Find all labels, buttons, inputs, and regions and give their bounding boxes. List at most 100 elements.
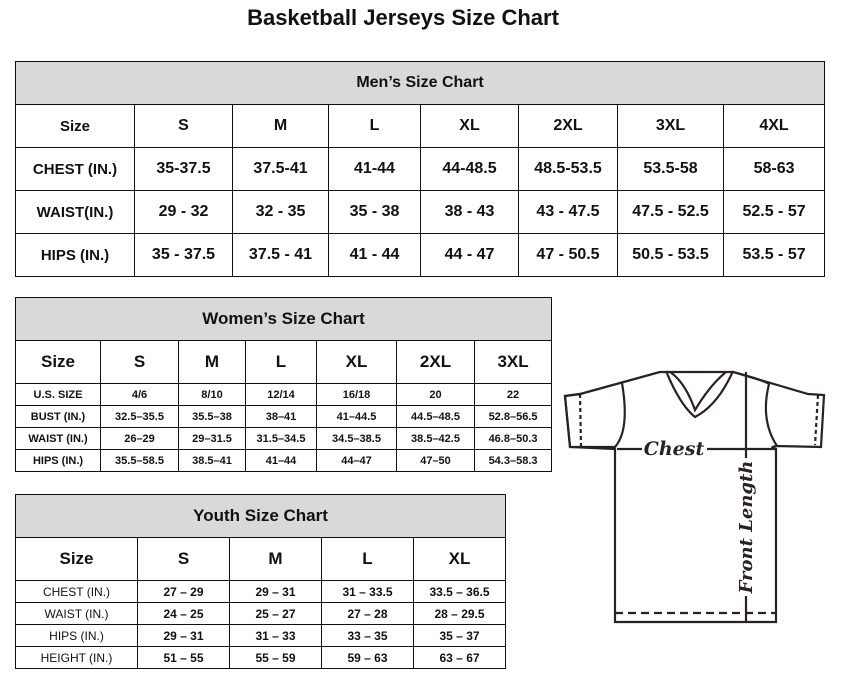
table-cell: M bbox=[178, 340, 246, 384]
womens-table-title: Women’s Size Chart bbox=[14, 297, 553, 341]
table-row: HIPS (IN.) 35.5–58.5 38.5–41 41–44 44–47 47–5… bbox=[15, 449, 553, 472]
table-cell: 31 – 33.5 bbox=[321, 580, 414, 603]
table-cell: XL bbox=[412, 537, 507, 581]
table-cell: 35 - 37.5 bbox=[134, 233, 233, 277]
womens-size-table: Women’s Size Chart Size S M L XL 2XL 3XL U.S. S… bbox=[14, 297, 553, 472]
table-cell: 54.3–58.3 bbox=[473, 449, 553, 472]
table-row: HIPS (IN.) 35 - 37.5 37.5 - 41 41 - 44 44 - … bbox=[15, 233, 826, 277]
table-cell: 35.5–38 bbox=[178, 405, 246, 428]
table-cell: 41-44 bbox=[328, 147, 421, 191]
table-cell: 37.5-41 bbox=[232, 147, 329, 191]
table-cell: 46.8–50.3 bbox=[473, 427, 553, 450]
table-row: WAIST (IN.) 26–29 29–31.5 31.5–34.5 34.5–38.… bbox=[15, 427, 553, 450]
row-label: U.S. SIZE bbox=[15, 383, 101, 406]
table-cell: 44-48.5 bbox=[420, 147, 519, 191]
table-row: WAIST (IN.) 24 – 25 25 – 27 27 – 28 28 – 29.… bbox=[15, 602, 507, 625]
table-cell: 4XL bbox=[722, 104, 826, 148]
table-cell: 35 – 37 bbox=[412, 624, 507, 647]
table-cell: 29 - 32 bbox=[134, 190, 233, 234]
table-cell: 8/10 bbox=[178, 383, 246, 406]
table-cell: 32 - 35 bbox=[232, 190, 329, 234]
table-cell: 3XL bbox=[617, 104, 724, 148]
table-cell: 44.5–48.5 bbox=[396, 405, 475, 428]
table-cell: 16/18 bbox=[316, 383, 397, 406]
table-cell: 44 - 47 bbox=[420, 233, 519, 277]
table-cell: 24 – 25 bbox=[137, 602, 230, 625]
table-cell: 35.5–58.5 bbox=[100, 449, 179, 472]
table-cell: 58-63 bbox=[722, 147, 826, 191]
page-title: Basketball Jerseys Size Chart bbox=[247, 5, 559, 30]
size-header-row: Size S M L XL 2XL 3XL bbox=[15, 340, 553, 384]
table-row: HIPS (IN.) 29 – 31 31 – 33 33 – 35 35 – 37 bbox=[15, 624, 507, 647]
table-cell: 22 bbox=[473, 383, 553, 406]
table-cell: 33.5 – 36.5 bbox=[412, 580, 507, 603]
table-cell: 52.8–56.5 bbox=[473, 405, 553, 428]
table-cell: 31 – 33 bbox=[229, 624, 322, 647]
table-cell: 47–50 bbox=[396, 449, 475, 472]
table-cell: 29 – 31 bbox=[137, 624, 230, 647]
table-cell: L bbox=[321, 537, 414, 581]
table-cell: XL bbox=[316, 340, 397, 384]
table-cell: 38.5–41 bbox=[178, 449, 246, 472]
table-row: WAIST(IN.) 29 - 32 32 - 35 35 - 38 38 - 43 43… bbox=[15, 190, 826, 234]
table-cell: 2XL bbox=[518, 104, 618, 148]
table-cell: S bbox=[100, 340, 179, 384]
table-cell: 38.5–42.5 bbox=[396, 427, 475, 450]
table-cell: M bbox=[232, 104, 329, 148]
jersey-diagram: Chest Front Length bbox=[563, 370, 826, 624]
table-cell: 44–47 bbox=[316, 449, 397, 472]
table-cell: 43 - 47.5 bbox=[518, 190, 618, 234]
table-cell: 3XL bbox=[473, 340, 553, 384]
table-cell: 48.5-53.5 bbox=[518, 147, 618, 191]
table-cell: S bbox=[134, 104, 233, 148]
mens-size-table: Men’s Size Chart Size S M L XL 2XL 3XL 4XL CHEST… bbox=[14, 61, 826, 277]
row-label: Size bbox=[15, 340, 101, 384]
table-cell: 52.5 - 57 bbox=[722, 190, 826, 234]
table-row: U.S. SIZE 4/6 8/10 12/14 16/18 20 22 bbox=[15, 383, 553, 406]
table-cell: L bbox=[328, 104, 421, 148]
table-cell: 47 - 50.5 bbox=[518, 233, 618, 277]
front-length-label: Front Length bbox=[736, 461, 757, 595]
size-header-row: Size S M L XL 2XL 3XL 4XL bbox=[15, 104, 826, 148]
table-cell: 50.5 - 53.5 bbox=[617, 233, 724, 277]
row-label: HEIGHT (IN.) bbox=[15, 646, 138, 669]
table-cell: M bbox=[229, 537, 322, 581]
table-cell: 25 – 27 bbox=[229, 602, 322, 625]
table-cell: 31.5–34.5 bbox=[245, 427, 317, 450]
table-cell: 47.5 - 52.5 bbox=[617, 190, 724, 234]
table-cell: 38 - 43 bbox=[420, 190, 519, 234]
table-cell: 35 - 38 bbox=[328, 190, 421, 234]
table-cell: 51 – 55 bbox=[137, 646, 230, 669]
table-cell: 41 - 44 bbox=[328, 233, 421, 277]
table-cell: 32.5–35.5 bbox=[100, 405, 179, 428]
table-cell: 2XL bbox=[396, 340, 475, 384]
row-label: WAIST (IN.) bbox=[15, 427, 101, 450]
mens-table-title: Men’s Size Chart bbox=[14, 61, 826, 105]
row-label: Size bbox=[15, 537, 138, 581]
table-cell: 34.5–38.5 bbox=[316, 427, 397, 450]
table-cell: 55 – 59 bbox=[229, 646, 322, 669]
row-label: Size bbox=[15, 104, 135, 148]
table-cell: 37.5 - 41 bbox=[232, 233, 329, 277]
table-row: BUST (IN.) 32.5–35.5 35.5–38 38–41 41–44.5 44… bbox=[15, 405, 553, 428]
table-cell: 38–41 bbox=[245, 405, 317, 428]
table-cell: 35-37.5 bbox=[134, 147, 233, 191]
table-cell: 53.5-58 bbox=[617, 147, 724, 191]
table-cell: 53.5 - 57 bbox=[722, 233, 826, 277]
table-cell: S bbox=[137, 537, 230, 581]
youth-table-title: Youth Size Chart bbox=[14, 494, 507, 538]
table-row: HEIGHT (IN.) 51 – 55 55 – 59 59 – 63 63 – 67 bbox=[15, 646, 507, 669]
row-label: WAIST (IN.) bbox=[15, 602, 138, 625]
row-label: BUST (IN.) bbox=[15, 405, 101, 428]
row-label: HIPS (IN.) bbox=[15, 624, 138, 647]
row-label: HIPS (IN.) bbox=[15, 233, 135, 277]
table-cell: 27 – 29 bbox=[137, 580, 230, 603]
table-cell: 20 bbox=[396, 383, 475, 406]
table-cell: 27 – 28 bbox=[321, 602, 414, 625]
row-label: WAIST(IN.) bbox=[15, 190, 135, 234]
table-cell: 33 – 35 bbox=[321, 624, 414, 647]
table-cell: L bbox=[245, 340, 317, 384]
chest-label: Chest bbox=[644, 438, 705, 460]
table-cell: 29–31.5 bbox=[178, 427, 246, 450]
table-cell: 59 – 63 bbox=[321, 646, 414, 669]
